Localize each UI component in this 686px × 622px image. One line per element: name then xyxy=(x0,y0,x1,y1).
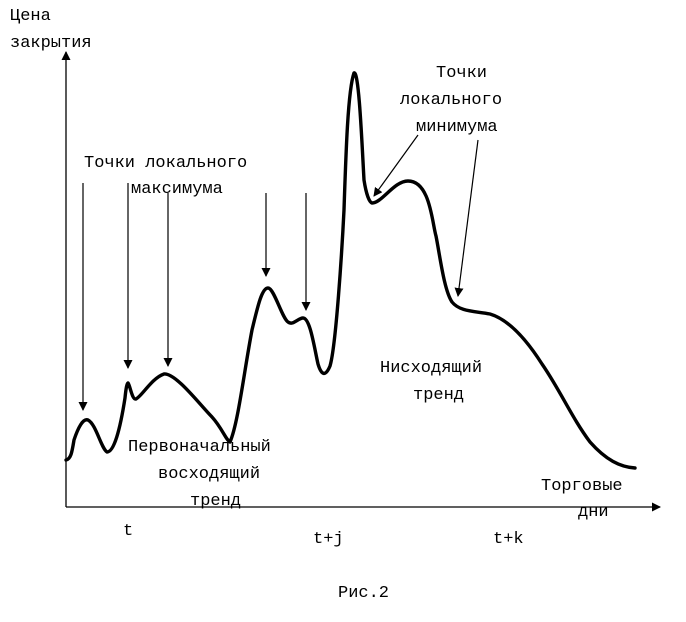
local-min-label-line1: Точки xyxy=(436,64,487,83)
uptrend-label-line3: тренд xyxy=(190,492,241,511)
price-curve xyxy=(64,71,637,470)
tick-label-tk: t+k xyxy=(493,530,524,549)
x-axis-label-line2: дни xyxy=(578,503,609,522)
downtrend-label-line2: тренд xyxy=(413,386,464,405)
local-min-label-line2: локального xyxy=(400,91,502,110)
tick-label-tj: t+j xyxy=(313,530,344,549)
tick-label-t: t xyxy=(123,522,133,541)
local-max-label-line2: максимума xyxy=(131,180,223,199)
local-min-label-line3: минимума xyxy=(416,118,498,137)
y-axis-label-line1: Цена xyxy=(10,7,51,26)
uptrend-label-line2: восходящий xyxy=(158,465,260,484)
uptrend-label-line1: Первоначальный xyxy=(128,438,271,457)
min-pointer-1 xyxy=(373,134,419,197)
downtrend-label-line1: Нисходящий xyxy=(380,359,482,378)
figure-caption: Рис.2 xyxy=(338,584,389,603)
y-axis-label-line2: закрытия xyxy=(10,34,92,53)
x-axis-label-line1: Торговые xyxy=(541,477,623,496)
local-max-label-line1: Точки локального xyxy=(84,154,247,173)
min-pointer-2 xyxy=(454,139,479,297)
